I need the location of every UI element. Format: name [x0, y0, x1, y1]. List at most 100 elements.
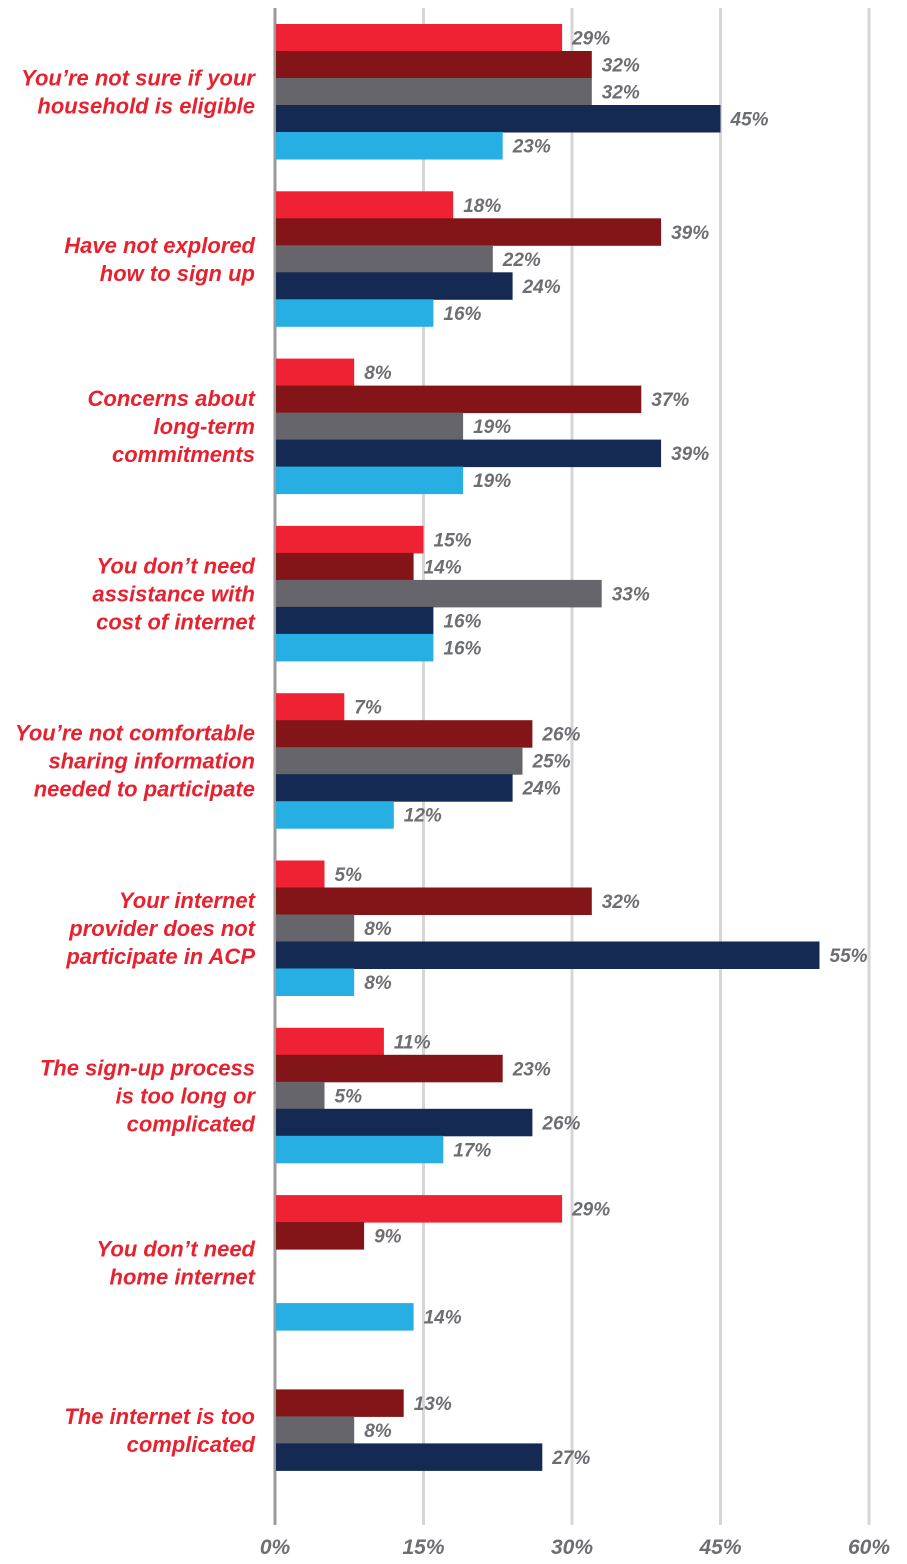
- data-label: 26%: [541, 1113, 580, 1134]
- category-label-line: You don’t need: [97, 1237, 256, 1262]
- category-label: You don’t need home internet: [97, 1237, 257, 1290]
- data-label: 55%: [830, 946, 868, 967]
- data-label: 32%: [602, 56, 640, 77]
- category-label-line: Your internet: [119, 888, 257, 913]
- data-label: 16%: [443, 611, 481, 632]
- bar: [276, 941, 820, 969]
- data-label: 45%: [730, 110, 769, 131]
- data-label: 8%: [364, 973, 392, 994]
- category-label-line: assistance with: [92, 581, 255, 606]
- data-label: 23%: [512, 1059, 551, 1080]
- bar: [276, 24, 563, 52]
- data-label: 23%: [512, 137, 551, 158]
- data-label: 9%: [374, 1227, 402, 1248]
- data-label: 22%: [502, 250, 541, 271]
- data-label: 16%: [443, 304, 481, 325]
- data-label: 5%: [335, 865, 363, 886]
- bar: [276, 412, 464, 441]
- bars: [276, 24, 820, 1471]
- data-label: 18%: [463, 196, 501, 217]
- bar: [276, 1443, 543, 1471]
- category-label: The sign-up process is too long or complic…: [40, 1055, 257, 1136]
- bar: [276, 525, 424, 554]
- category-label-line: You’re not comfortable: [15, 721, 255, 746]
- bar: [276, 218, 662, 246]
- data-label: 39%: [671, 223, 709, 244]
- category-label-line: commitments: [112, 442, 255, 467]
- category-label-line: cost of internet: [96, 609, 257, 634]
- value-labels: 29% 32% 32% 45% 23% 18% 39% 22% 24% 16% 8% 37% 19% 39…: [335, 29, 868, 1469]
- category-label-line: You don’t need: [97, 553, 256, 578]
- data-label: 19%: [473, 471, 511, 492]
- bar: [276, 552, 414, 581]
- category-label: Have not explored how to sign up: [64, 233, 255, 286]
- bar: [276, 466, 464, 495]
- bar: [276, 358, 355, 387]
- data-label: 26%: [541, 725, 580, 746]
- data-label: 11%: [394, 1032, 431, 1053]
- bar: [276, 968, 355, 996]
- category-label: You’re not comfortable sharing informatio…: [15, 721, 255, 802]
- x-tick-label: 45%: [698, 1536, 741, 1559]
- category-label-line: You’re not sure if your: [21, 66, 256, 91]
- bar: [276, 1303, 414, 1331]
- data-label: 16%: [443, 638, 481, 659]
- bar: [276, 606, 434, 635]
- category-label-line: Concerns about: [88, 386, 257, 411]
- category-label-line: complicated: [127, 1432, 256, 1457]
- data-label: 8%: [364, 919, 392, 940]
- data-label: 8%: [364, 363, 392, 384]
- bar: [276, 860, 325, 888]
- bar: [276, 1416, 355, 1444]
- category-label-line: is too long or: [116, 1083, 257, 1108]
- data-label: 8%: [364, 1421, 392, 1442]
- data-label: 12%: [404, 806, 442, 827]
- bar: [276, 693, 345, 721]
- bar: [276, 51, 592, 79]
- category-label: You don’t need assistance with cost of int…: [92, 553, 256, 634]
- category-label-line: home internet: [110, 1265, 257, 1290]
- category-label-line: needed to participate: [34, 777, 255, 802]
- bar: [276, 1195, 563, 1223]
- data-label: 27%: [551, 1448, 590, 1469]
- bar: [276, 720, 533, 748]
- category-label-line: The internet is too: [64, 1404, 255, 1429]
- category-label: You’re not sure if your household is elig…: [21, 66, 256, 119]
- category-label: Your internet provider does not participat…: [65, 888, 256, 969]
- bar: [276, 245, 493, 273]
- category-label-line: complicated: [127, 1111, 256, 1136]
- category-label: The internet is too complicated: [64, 1404, 255, 1457]
- bar: [276, 887, 592, 915]
- x-tick-label: 15%: [402, 1536, 444, 1559]
- category-label-line: household is eligible: [37, 94, 255, 119]
- bar: [276, 132, 503, 160]
- data-label: 13%: [414, 1394, 452, 1415]
- data-label: 39%: [671, 444, 709, 465]
- data-label: 33%: [612, 584, 650, 605]
- data-label: 14%: [424, 1308, 462, 1329]
- bar: [276, 105, 721, 133]
- bar: [276, 1054, 503, 1083]
- data-label: 15%: [434, 530, 472, 551]
- bar: [276, 1081, 325, 1110]
- bar: [276, 439, 662, 468]
- bar: [276, 579, 602, 608]
- bar: [276, 191, 454, 219]
- data-label: 14%: [424, 557, 462, 578]
- bar: [276, 78, 592, 106]
- bar: [276, 1027, 384, 1056]
- data-label: 29%: [571, 1200, 610, 1221]
- bar: [276, 914, 355, 942]
- bar: [276, 774, 513, 802]
- bar: [276, 1108, 533, 1137]
- category-label-line: The sign-up process: [40, 1055, 255, 1080]
- bar: [276, 1135, 444, 1164]
- bar: [276, 1222, 365, 1250]
- category-labels: You’re not sure if your household is elig…: [15, 66, 257, 1457]
- x-tick-label: 30%: [551, 1536, 593, 1559]
- bar: [276, 299, 434, 327]
- bar: [276, 633, 434, 662]
- bar: [276, 272, 513, 300]
- bar: [276, 801, 394, 829]
